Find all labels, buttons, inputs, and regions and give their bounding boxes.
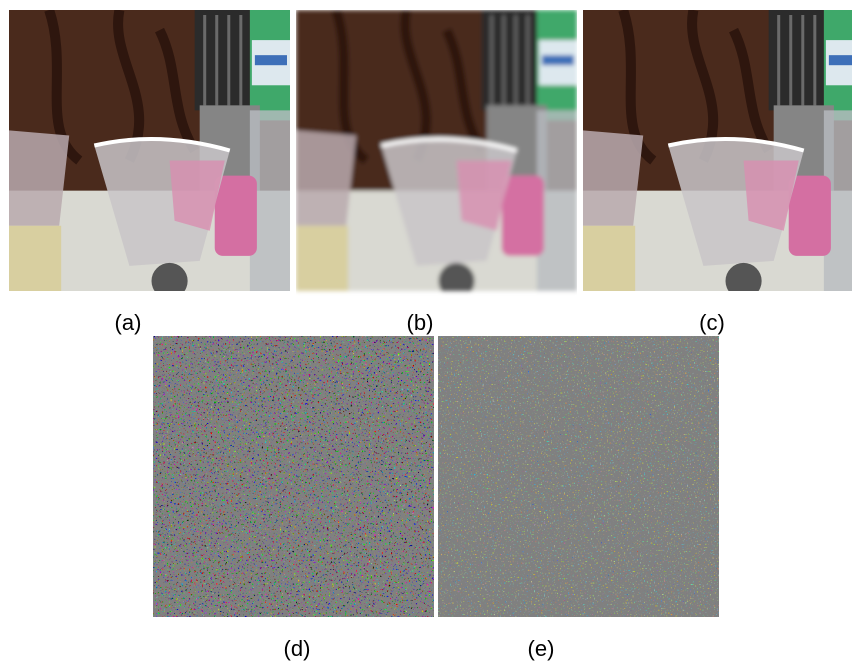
image-a	[9, 10, 290, 299]
panel-label: (b)	[407, 310, 434, 335]
panel-label: (d)	[284, 636, 311, 661]
panel-label: (a)	[115, 310, 142, 335]
image-e	[438, 336, 719, 617]
panel-label: (c)	[699, 310, 725, 335]
panel-label: (e)	[528, 636, 555, 661]
image-c	[583, 10, 852, 299]
image-d	[153, 336, 434, 617]
figure: (a) (b) (c) (d) (e)	[0, 0, 852, 662]
image-b	[296, 10, 577, 299]
